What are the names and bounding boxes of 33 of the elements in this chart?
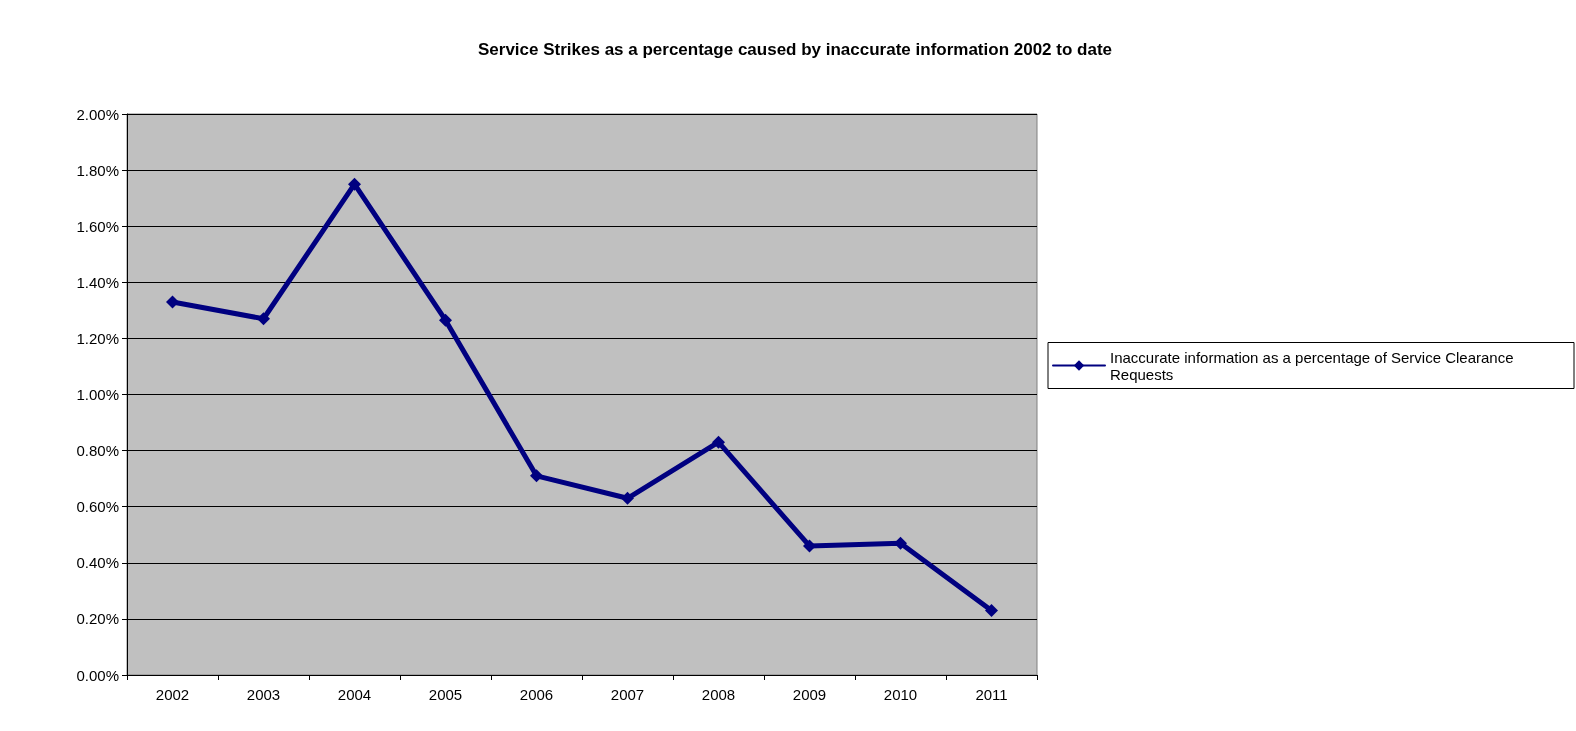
chart-title: Service Strikes as a percentage caused by inaccurate information 2002 to date: [478, 40, 1112, 59]
y-tick-label: 1.40%: [76, 273, 119, 291]
y-tick-label: 1.00%: [76, 386, 119, 403]
legend-label: Inaccurate information as a percentage of Service Clearance Requests: [1110, 348, 1518, 383]
point: [530, 469, 543, 483]
y-tick-label: 1.80%: [76, 161, 119, 179]
point: [712, 435, 725, 449]
point: [166, 295, 179, 309]
x-tick-label: 2009: [792, 686, 827, 703]
point: [985, 603, 998, 617]
x-tick-label: 2010: [883, 686, 918, 703]
y-tick-label: 1.60%: [76, 217, 119, 235]
point: [621, 491, 634, 505]
x-tick-label: 2008: [701, 686, 736, 703]
y-tick-label: 0.80%: [76, 442, 119, 460]
point: [257, 312, 270, 326]
y-tick-label: 0.20%: [76, 610, 119, 628]
x-tick-label: 2003: [246, 686, 281, 703]
y-tick-label: 0.00%: [76, 666, 119, 684]
x-tick-label: 2006: [519, 686, 554, 703]
y-tick-label: 0.60%: [76, 498, 119, 516]
y-tick-label: 0.40%: [76, 554, 119, 572]
x-tick-label: 2004: [337, 686, 372, 703]
y-tick-label: 1.20%: [76, 329, 119, 347]
x-tick-label: 2005: [428, 686, 463, 703]
point: [439, 313, 452, 327]
point: [894, 536, 907, 550]
point: [348, 177, 361, 191]
point: [803, 539, 816, 553]
y-tick-label: 2.00%: [76, 105, 119, 123]
x-tick-label: 2007: [610, 686, 645, 703]
x-tick-label: 2011: [975, 686, 1008, 703]
x-tick-label: 2002: [155, 686, 190, 703]
